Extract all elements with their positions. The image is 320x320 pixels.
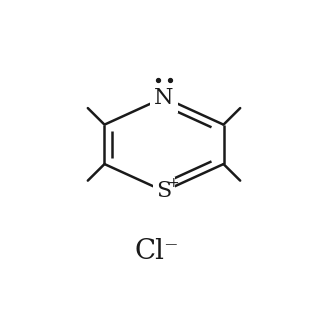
Text: N: N — [154, 86, 174, 108]
Text: +: + — [167, 176, 179, 190]
Text: S: S — [156, 180, 172, 202]
Text: Cl⁻: Cl⁻ — [134, 238, 179, 265]
